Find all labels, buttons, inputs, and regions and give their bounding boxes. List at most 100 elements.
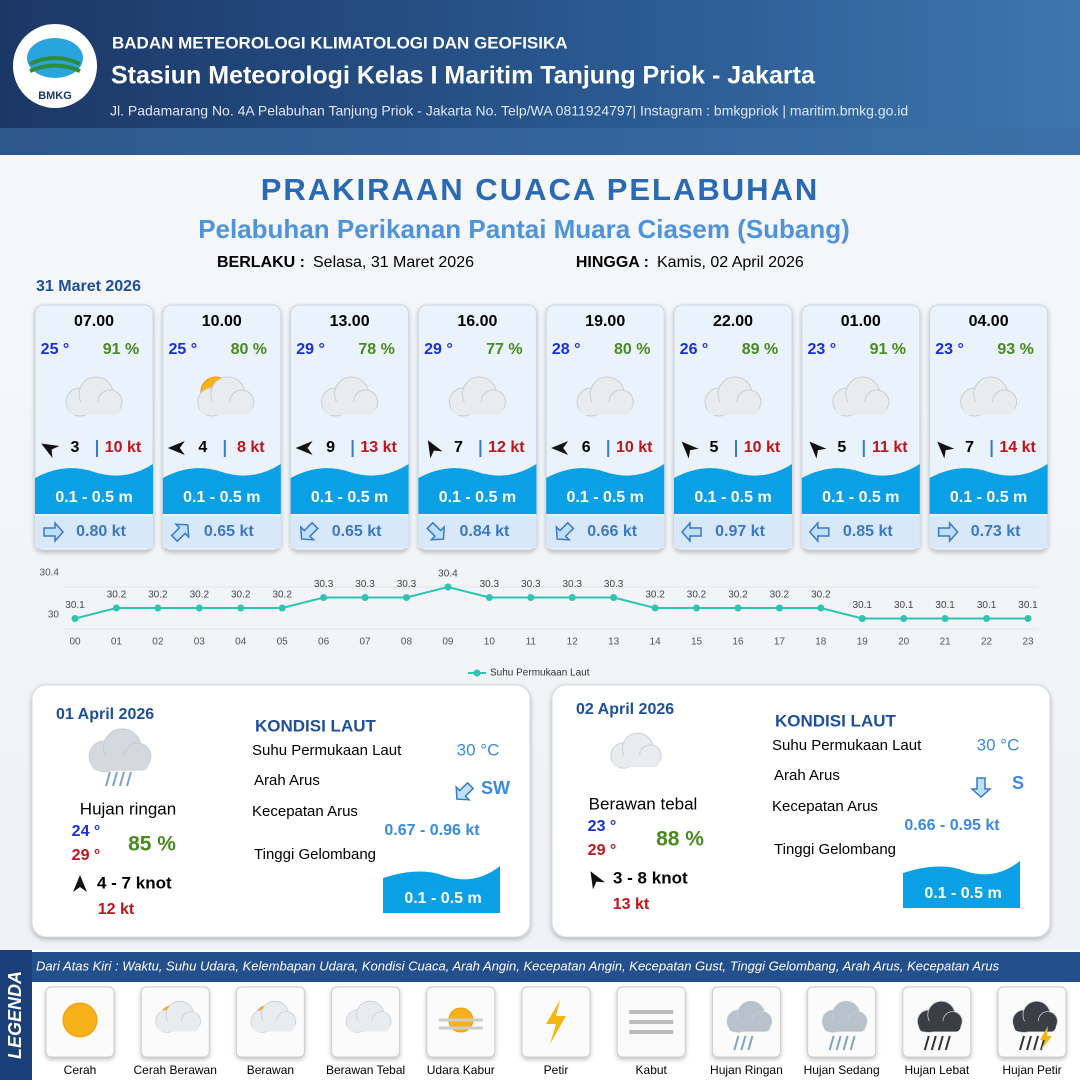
cloud-icon [197, 376, 255, 417]
wind-arrow [427, 440, 443, 459]
logo-text: BMKG [38, 90, 72, 102]
legend-swatch [473, 669, 481, 677]
wind-speed: 3 [71, 439, 80, 456]
rain-icon [937, 1035, 944, 1051]
legend-label: Cerah [64, 1063, 97, 1077]
temperature: 26 ° [680, 341, 709, 358]
temp-min: 23 ° [588, 818, 617, 835]
time: 10.00 [202, 313, 242, 330]
time: 19.00 [585, 313, 625, 330]
legend-label: Petir [544, 1063, 569, 1077]
sst-point [320, 594, 328, 601]
weather: Berawan tebal [589, 794, 698, 813]
sst-point [734, 604, 742, 612]
wave-height: 0.1 - 0.5 m [950, 489, 1027, 506]
current-speed: 0.85 kt [843, 523, 893, 540]
valid-until-label: HINGGA : [576, 254, 649, 271]
current-speed: 0.66 kt [587, 523, 637, 540]
temperature: 23 ° [935, 341, 964, 358]
address: Jl. Padamarang No. 4A Pelabuhan Tanjung … [110, 103, 908, 119]
gust: 10 kt [616, 439, 653, 456]
cloud-icon [960, 376, 1018, 417]
legend-label: Berawan [247, 1063, 294, 1077]
current-arrow [555, 521, 575, 541]
rain-icon [828, 1035, 835, 1051]
wind-arrow [41, 443, 60, 459]
x-tick-label: 00 [69, 637, 81, 648]
current-arrow [455, 781, 475, 801]
data-label: 30.3 [562, 579, 582, 590]
rain-icon [733, 1035, 740, 1051]
gust: 13 kt [613, 896, 650, 913]
current-arrow [680, 521, 702, 543]
wave-label: Tinggi Gelombang [774, 841, 896, 858]
legend-title: LEGENDA [5, 971, 25, 1059]
wind-arrow [809, 441, 827, 459]
current-dir: S [1012, 773, 1024, 793]
current-speed: 0.65 kt [204, 523, 254, 540]
date: 02 April 2026 [576, 701, 674, 718]
rain-icon [944, 1035, 951, 1051]
current-speed: 0.66 - 0.95 kt [904, 817, 1000, 834]
wind-arrow [73, 875, 87, 892]
temperature: 29 ° [424, 341, 453, 358]
x-tick-label: 02 [152, 637, 164, 648]
cloud-icon [1012, 1000, 1058, 1033]
data-label: 30.3 [604, 579, 624, 590]
rain-icon [119, 771, 125, 787]
cloud-part [579, 402, 632, 415]
data-label: 30.1 [935, 600, 955, 611]
data-label: 30.2 [231, 590, 251, 601]
temperature: 23 ° [807, 341, 836, 358]
current-arrow [808, 521, 830, 543]
fog-icon [629, 1010, 674, 1034]
rain-icon [105, 771, 111, 787]
cloud-part [962, 402, 1015, 415]
humidity: 80 % [231, 341, 267, 358]
gust: 10 kt [105, 439, 142, 456]
current-arrow [970, 777, 992, 799]
wave-shape [162, 464, 281, 514]
sst-point [693, 604, 701, 612]
x-tick-label: 08 [401, 637, 413, 648]
current-speed: 0.67 - 0.96 kt [384, 822, 480, 839]
data-label: 30.2 [770, 590, 790, 601]
data-label: 30.2 [728, 590, 748, 601]
x-tick-label: 11 [526, 637, 537, 648]
wind-arrow [937, 441, 955, 459]
sst-label: Suhu Permukaan Laut [772, 737, 922, 754]
valid-until: Kamis, 02 April 2026 [657, 254, 804, 271]
temp-max: 29 ° [588, 842, 617, 859]
cloud-part [919, 1021, 961, 1032]
sst: 30 °C [977, 735, 1020, 754]
current-speed-label: Kecepatan Arus [252, 803, 358, 820]
temperature: 28 ° [552, 341, 581, 358]
time: 22.00 [713, 313, 753, 330]
wind-speed: 7 [454, 439, 463, 456]
x-tick-label: 09 [442, 637, 454, 648]
wave-shape [674, 464, 792, 514]
rain-icon [1026, 1035, 1032, 1051]
cloud-icon [821, 1000, 868, 1033]
sst-point [568, 594, 576, 601]
sst-point [817, 604, 825, 612]
sst-point [527, 594, 535, 601]
y-tick-label: 30.4 [40, 568, 60, 579]
current-speed: 0.84 kt [459, 523, 509, 540]
wind-arrow [681, 441, 699, 459]
current-speed: 0.73 kt [971, 523, 1021, 540]
temp-min: 24 ° [72, 823, 101, 840]
x-tick-label: 17 [774, 637, 786, 648]
sst-point [237, 604, 245, 612]
time: 01.00 [841, 313, 881, 330]
wind-speed: 6 [582, 439, 591, 456]
x-tick-label: 12 [567, 637, 579, 648]
sst-point [112, 604, 120, 612]
gust: 12 kt [98, 901, 135, 918]
humidity: 77 % [486, 341, 522, 358]
station: Stasiun Meteorologi Kelas I Maritim Tanj… [111, 62, 816, 90]
sea-title: KONDISI LAUT [775, 711, 897, 730]
sst-point [858, 615, 866, 622]
title: PRAKIRAAN CUACA PELABUHAN [261, 172, 820, 207]
sst-point [402, 594, 410, 601]
